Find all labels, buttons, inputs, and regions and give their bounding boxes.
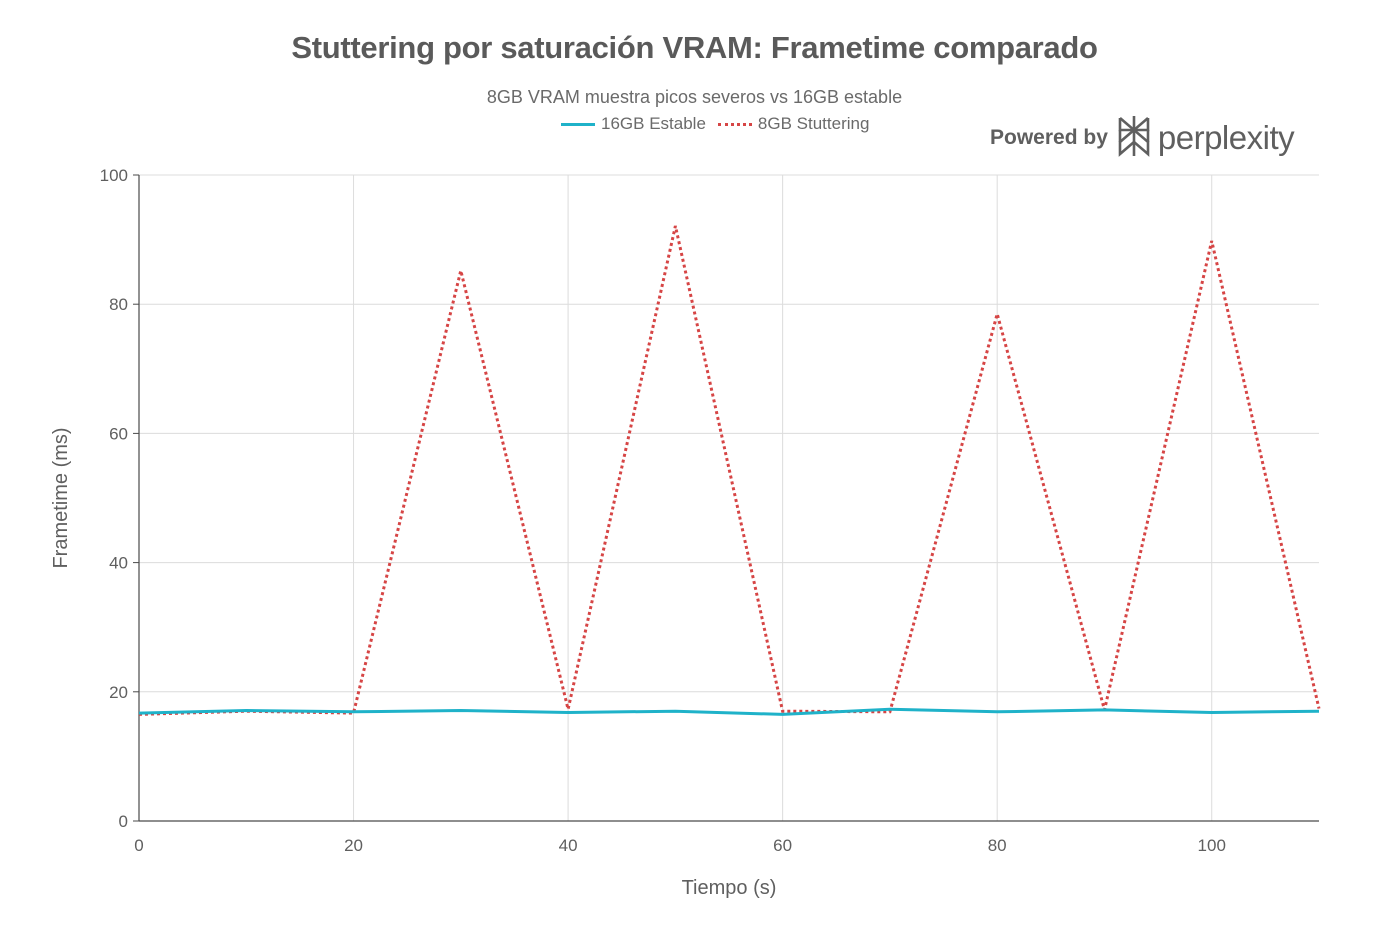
series-line-16gb[interactable] — [138, 707, 1320, 716]
x-axis-label: Tiempo (s) — [682, 877, 777, 899]
legend-swatch-8gb — [717, 122, 752, 126]
perplexity-logo-icon — [1116, 115, 1152, 162]
chart-tick-labels: 0 20 40 60 80 100 0 20 40 60 80 100 — [100, 166, 1226, 855]
data-point[interactable] — [781, 710, 784, 713]
y-tick-label: 100 — [100, 166, 128, 185]
data-point[interactable] — [1210, 239, 1213, 242]
legend-item-16gb[interactable]: 16GB Estable — [561, 114, 706, 134]
chart-legend: 16GB Estable 8GB Stuttering — [561, 113, 881, 135]
chart-axes — [138, 175, 1319, 822]
legend-swatch-16gb — [561, 122, 595, 126]
x-tick-label: 0 — [134, 836, 143, 855]
y-tick-label: 0 — [119, 812, 128, 831]
x-tick-label: 100 — [1198, 836, 1226, 855]
data-point[interactable] — [888, 710, 891, 713]
data-point[interactable] — [1318, 707, 1321, 710]
x-tick-label: 20 — [344, 836, 363, 855]
y-tick-label: 60 — [109, 424, 128, 443]
perplexity-brand-name: perplexity — [1157, 119, 1295, 156]
data-point[interactable] — [459, 269, 462, 272]
chart-title: Stuttering por saturación VRAM: Frametim… — [291, 30, 1098, 65]
y-axis-label: Frametime (ms) — [50, 427, 72, 568]
series-line-8gb[interactable] — [138, 225, 1321, 716]
x-tick-label: 60 — [773, 836, 792, 855]
data-point[interactable] — [996, 312, 999, 315]
y-tick-label: 40 — [109, 554, 128, 573]
powered-by-label: Powered by — [990, 126, 1108, 149]
chart-series — [138, 225, 1321, 716]
legend-label-8gb: 8GB Stuttering — [757, 114, 870, 133]
data-point[interactable] — [567, 708, 570, 711]
data-point[interactable] — [674, 225, 677, 228]
chart-subtitle: 8GB VRAM muestra picos severos vs 16GB e… — [486, 87, 903, 107]
legend-label-16gb: 16GB Estable — [601, 114, 706, 133]
x-tick-label: 40 — [559, 836, 578, 855]
powered-by-badge[interactable]: Powered by perplexity — [990, 115, 1295, 162]
y-tick-label: 80 — [109, 295, 128, 314]
y-tick-label: 20 — [109, 683, 128, 702]
x-tick-label: 80 — [988, 836, 1007, 855]
chart-grid — [139, 174, 1319, 821]
legend-item-8gb[interactable]: 8GB Stuttering — [717, 114, 870, 134]
